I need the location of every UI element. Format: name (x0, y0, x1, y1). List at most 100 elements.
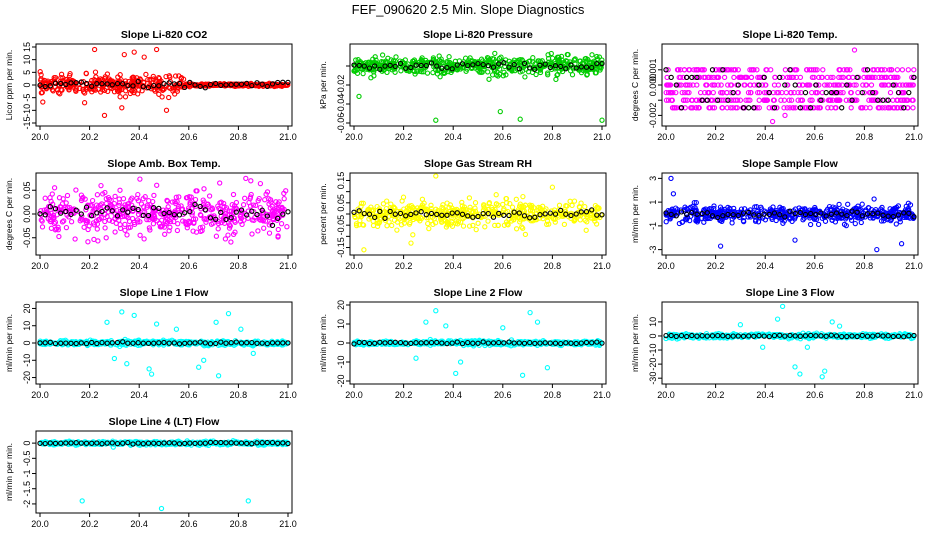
y-tick-label: -10 (22, 104, 32, 117)
data-point (393, 54, 399, 60)
data-point (275, 226, 281, 233)
x-tick-label: 20.2 (707, 132, 725, 142)
x-tick-label: 20.2 (81, 132, 99, 142)
overlay-point (275, 79, 281, 86)
data-point (95, 238, 101, 244)
data-point (482, 224, 488, 230)
overlay-point (171, 81, 177, 87)
y-tick-label: -0.002 (648, 103, 658, 129)
data-point (815, 221, 822, 228)
plot-frame (661, 301, 919, 385)
data-point (92, 69, 99, 75)
data-point (172, 73, 179, 79)
overlay-point (73, 80, 79, 86)
data-point (102, 87, 108, 94)
data-point (48, 225, 55, 231)
x-tick-label: 20.6 (806, 261, 824, 271)
overlay-point (63, 81, 69, 88)
data-point (119, 309, 125, 315)
y-axis-label: ml/min per min. (318, 314, 328, 372)
data-point (213, 233, 220, 239)
data-point (176, 83, 183, 89)
data-point (493, 192, 499, 198)
data-point (58, 71, 65, 77)
series-points (37, 309, 290, 379)
data-point (154, 182, 160, 188)
x-tick-label: 20.8 (230, 132, 248, 142)
data-point (423, 319, 429, 325)
overlay-point (777, 74, 783, 81)
overlay-point (802, 89, 809, 96)
panel-title: Slope Li-820 CO2 (121, 29, 208, 41)
y-tick-label: -3 (648, 246, 658, 254)
data-point (497, 108, 503, 115)
x-tick-label: 20.8 (230, 261, 248, 271)
data-point (379, 52, 386, 58)
y-axis-label: degrees C per min. (4, 178, 14, 250)
data-point (473, 226, 479, 233)
data-point (250, 350, 256, 357)
panel-title: Slope Li-820 Temp. (743, 29, 838, 41)
data-point (855, 89, 861, 96)
overlay-point (104, 81, 110, 87)
data-point (257, 180, 264, 187)
x-tick-label: 20.8 (856, 132, 874, 142)
x-tick-label: 20.8 (856, 261, 874, 271)
data-point (589, 52, 595, 58)
data-point (492, 50, 498, 57)
y-tick-label: -0.15 (336, 237, 346, 258)
x-tick-label: 20.6 (806, 132, 824, 142)
data-point (472, 200, 479, 206)
x-tick-label: 20.2 (395, 132, 413, 142)
overlay-point (244, 80, 250, 87)
y-tick-label: 5 (22, 70, 32, 75)
y-tick-label: -20 (22, 371, 32, 384)
data-point (225, 310, 232, 317)
y-tick-label: 10 (22, 321, 32, 331)
data-point (49, 191, 55, 197)
overlay-point (233, 81, 239, 87)
data-point (530, 55, 536, 61)
overlay-point (52, 80, 59, 86)
panel-4: Slope Amb. Box Temp.20.0 20.2 20.4 20.6 20.8… (4, 158, 297, 271)
data-point (848, 105, 854, 111)
x-tick-label: 21.0 (905, 390, 923, 400)
data-point (249, 231, 255, 237)
y-tick-label: -20 (648, 358, 658, 371)
overlay-point (269, 81, 276, 87)
data-point (370, 222, 377, 229)
data-point (146, 366, 152, 372)
data-point (120, 196, 127, 202)
data-point (126, 85, 132, 92)
panel-3: Slope Li-820 Temp.20.0 20.2 20.4 20.6 20.8 21… (630, 29, 923, 142)
data-point (102, 218, 108, 225)
y-tick-label: 10 (336, 319, 346, 329)
data-point (67, 71, 73, 77)
y-tick-label: -30 (648, 372, 658, 385)
x-tick-label: 20.2 (395, 390, 413, 400)
data-point (807, 221, 814, 228)
data-point (384, 198, 390, 204)
data-point (129, 75, 135, 81)
data-point (121, 51, 127, 58)
data-point (124, 232, 130, 238)
data-point (215, 373, 222, 379)
data-point (410, 232, 416, 238)
x-tick-label: 20.6 (494, 132, 512, 142)
data-point (111, 355, 118, 362)
data-point (561, 221, 568, 228)
x-tick-label: 20.2 (707, 390, 725, 400)
data-point (248, 178, 254, 184)
data-point (400, 194, 407, 200)
y-tick-label: 0 (22, 340, 32, 345)
data-point (94, 192, 101, 198)
data-point (569, 72, 576, 78)
data-point (242, 195, 248, 201)
data-point (39, 224, 46, 230)
data-point (874, 246, 880, 253)
data-point (668, 175, 674, 182)
overlay-point (259, 81, 265, 87)
data-point (141, 236, 147, 242)
